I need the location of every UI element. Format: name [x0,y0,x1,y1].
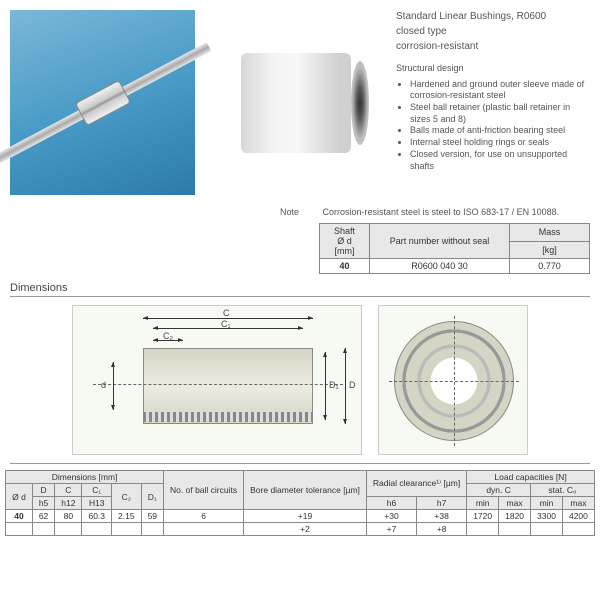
product-photo-assembled [10,10,195,195]
dimension-drawing-front [378,305,528,455]
td [55,523,82,536]
td [499,523,531,536]
bullet: Balls made of anti-friction bearing stee… [410,125,590,137]
dimensions-heading: Dimensions [10,282,600,294]
th: Dimensions [mm] [6,471,164,484]
td: +38 [417,510,467,523]
product-photo-isolated [203,10,388,195]
td: 62 [32,510,54,523]
product-title-line3: corrosion-resistant [396,40,590,53]
td [141,523,163,536]
th: max [499,497,531,510]
td: +30 [366,510,416,523]
td: 1720 [467,510,499,523]
th-part: Part number without seal [370,224,510,259]
th: Load capacities [N] [467,471,595,484]
th: min [467,497,499,510]
td [6,523,33,536]
td: 2.15 [112,510,142,523]
td: +8 [417,523,467,536]
bullet: Steel ball retainer (plastic ball retain… [410,102,590,125]
th: h5 [32,497,54,510]
td [32,523,54,536]
th: No. of ball circuits [164,471,244,510]
td: 0.770 [510,259,590,274]
note: Note Corrosion-resistant steel is steel … [280,207,600,217]
th: Bore diameter tolerance [µm] [244,471,367,510]
th: stat. C₀ [531,484,595,497]
th: D₁ [141,484,163,510]
th: Ø d [6,484,33,510]
note-text: Corrosion-resistant steel is steel to IS… [323,207,560,217]
divider [10,463,590,464]
th: min [531,497,563,510]
design-label: Structural design [396,63,590,75]
th-mass: Mass [510,224,590,242]
td: 59 [141,510,163,523]
td: +19 [244,510,367,523]
th: C₂ [112,484,142,510]
th: C [55,484,82,497]
bullet: Closed version, for use on unsupported s… [410,149,590,172]
dimension-drawing-side: C C₁ C₂ d D₁ D [72,305,362,455]
note-label: Note [280,207,320,217]
th-shaft: ShaftØ d[mm] [320,224,370,259]
bullet: Internal steel holding rings or seals [410,137,590,149]
td: 40 [320,259,370,274]
td: 1820 [499,510,531,523]
th: h7 [417,497,467,510]
th: D [32,484,54,497]
td: 80 [55,510,82,523]
part-table: ShaftØ d[mm] Part number without seal Ma… [319,223,590,274]
td [562,523,594,536]
th: max [562,497,594,510]
design-bullets: Hardened and ground outer sleeve made of… [410,79,590,173]
td [467,523,499,536]
td: R0600 040 30 [370,259,510,274]
td [531,523,563,536]
td: 4200 [562,510,594,523]
td [112,523,142,536]
th: H13 [82,497,112,510]
th: Radial clearance¹⁾ [µm] [366,471,466,497]
th: dyn. C [467,484,531,497]
td [164,523,244,536]
product-description: Standard Linear Bushings, R0600 closed t… [396,10,590,195]
th: h12 [55,497,82,510]
th: C₁ [82,484,112,497]
bullet: Hardened and ground outer sleeve made of… [410,79,590,102]
td: 60.3 [82,510,112,523]
td [82,523,112,536]
td: +2 [244,523,367,536]
th-mass-unit: [kg] [510,241,590,259]
th: h6 [366,497,416,510]
td: 6 [164,510,244,523]
td: 3300 [531,510,563,523]
product-title-line1: Standard Linear Bushings, R0600 [396,10,590,23]
td: +7 [366,523,416,536]
td: 40 [6,510,33,523]
product-title-line2: closed type [396,25,590,38]
dimensions-table: Dimensions [mm] No. of ball circuits Bor… [5,470,595,536]
